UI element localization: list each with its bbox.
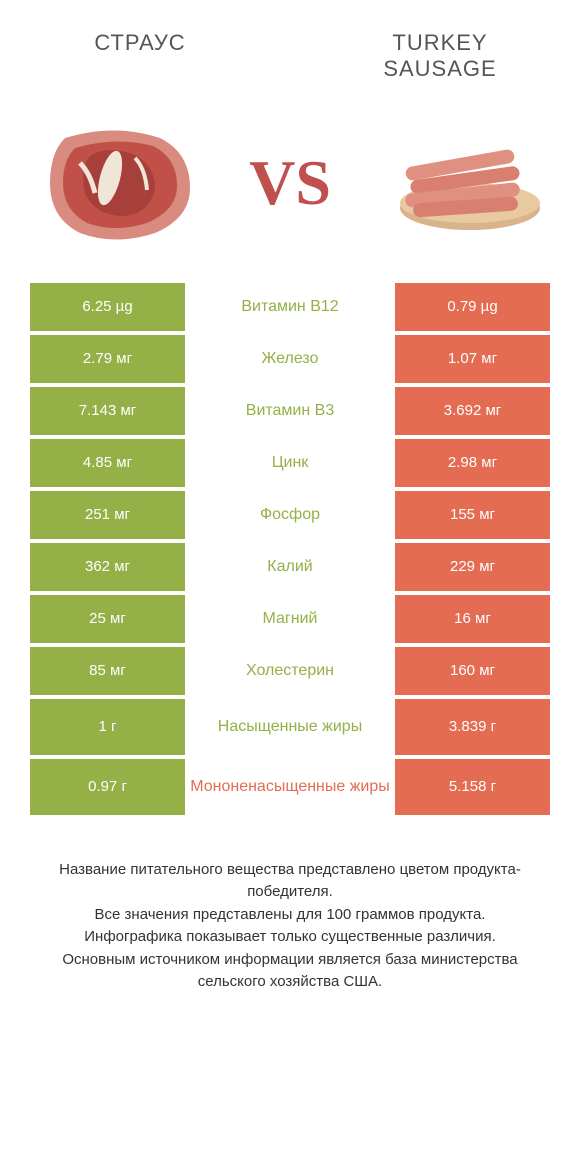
nutrient-label: Калий: [185, 543, 395, 591]
right-value-cell: 0.79 µg: [395, 283, 550, 331]
left-value-cell: 4.85 мг: [30, 439, 185, 487]
left-value-cell: 251 мг: [30, 491, 185, 539]
comparison-header: СТРАУС TURKEY SAUSAGE: [0, 0, 580, 93]
table-row: 1 гНасыщенные жиры3.839 г: [30, 699, 550, 755]
footer-line: Основным источником информации является …: [30, 949, 550, 994]
footer-line: Все значения представлены для 100 граммо…: [30, 904, 550, 927]
right-product-header: TURKEY SAUSAGE: [340, 30, 540, 83]
footer-line: Название питательного вещества представл…: [30, 859, 550, 904]
right-value-cell: 229 мг: [395, 543, 550, 591]
right-value-cell: 1.07 мг: [395, 335, 550, 383]
footer-line: Инфографика показывает только существенн…: [30, 926, 550, 949]
right-value-cell: 2.98 мг: [395, 439, 550, 487]
left-value-cell: 0.97 г: [30, 759, 185, 815]
left-value-cell: 85 мг: [30, 647, 185, 695]
table-row: 251 мгФосфор155 мг: [30, 491, 550, 539]
left-value-cell: 1 г: [30, 699, 185, 755]
table-row: 25 мгМагний16 мг: [30, 595, 550, 643]
right-value-cell: 16 мг: [395, 595, 550, 643]
images-row: VS: [0, 93, 580, 283]
nutrient-label: Железо: [185, 335, 395, 383]
left-product-image: [30, 113, 210, 253]
nutrient-label: Холестерин: [185, 647, 395, 695]
table-row: 85 мгХолестерин160 мг: [30, 647, 550, 695]
nutrient-label: Фосфор: [185, 491, 395, 539]
comparison-table: 6.25 µgВитамин B120.79 µg2.79 мгЖелезо1.…: [0, 283, 580, 815]
table-row: 0.97 гМононенасыщенные жиры5.158 г: [30, 759, 550, 815]
nutrient-label: Магний: [185, 595, 395, 643]
nutrient-label: Мононенасыщенные жиры: [185, 759, 395, 815]
nutrient-label: Витамин B12: [185, 283, 395, 331]
right-product-image: [370, 113, 550, 253]
left-value-cell: 25 мг: [30, 595, 185, 643]
nutrient-label: Цинк: [185, 439, 395, 487]
nutrient-label: Витамин B3: [185, 387, 395, 435]
left-value-cell: 2.79 мг: [30, 335, 185, 383]
right-value-cell: 155 мг: [395, 491, 550, 539]
sausage-icon: [375, 118, 545, 248]
left-value-cell: 362 мг: [30, 543, 185, 591]
left-product-header: СТРАУС: [40, 30, 240, 83]
table-row: 6.25 µgВитамин B120.79 µg: [30, 283, 550, 331]
table-row: 7.143 мгВитамин B33.692 мг: [30, 387, 550, 435]
table-row: 2.79 мгЖелезо1.07 мг: [30, 335, 550, 383]
table-row: 362 мгКалий229 мг: [30, 543, 550, 591]
nutrient-label: Насыщенные жиры: [185, 699, 395, 755]
left-value-cell: 7.143 мг: [30, 387, 185, 435]
right-value-cell: 160 мг: [395, 647, 550, 695]
left-value-cell: 6.25 µg: [30, 283, 185, 331]
right-value-cell: 3.692 мг: [395, 387, 550, 435]
left-product-title: СТРАУС: [40, 30, 240, 56]
vs-label: VS: [249, 146, 331, 220]
footer-notes: Название питательного вещества представл…: [0, 819, 580, 994]
right-value-cell: 3.839 г: [395, 699, 550, 755]
table-row: 4.85 мгЦинк2.98 мг: [30, 439, 550, 487]
steak-icon: [35, 118, 205, 248]
right-product-title: TURKEY SAUSAGE: [340, 30, 540, 83]
right-value-cell: 5.158 г: [395, 759, 550, 815]
